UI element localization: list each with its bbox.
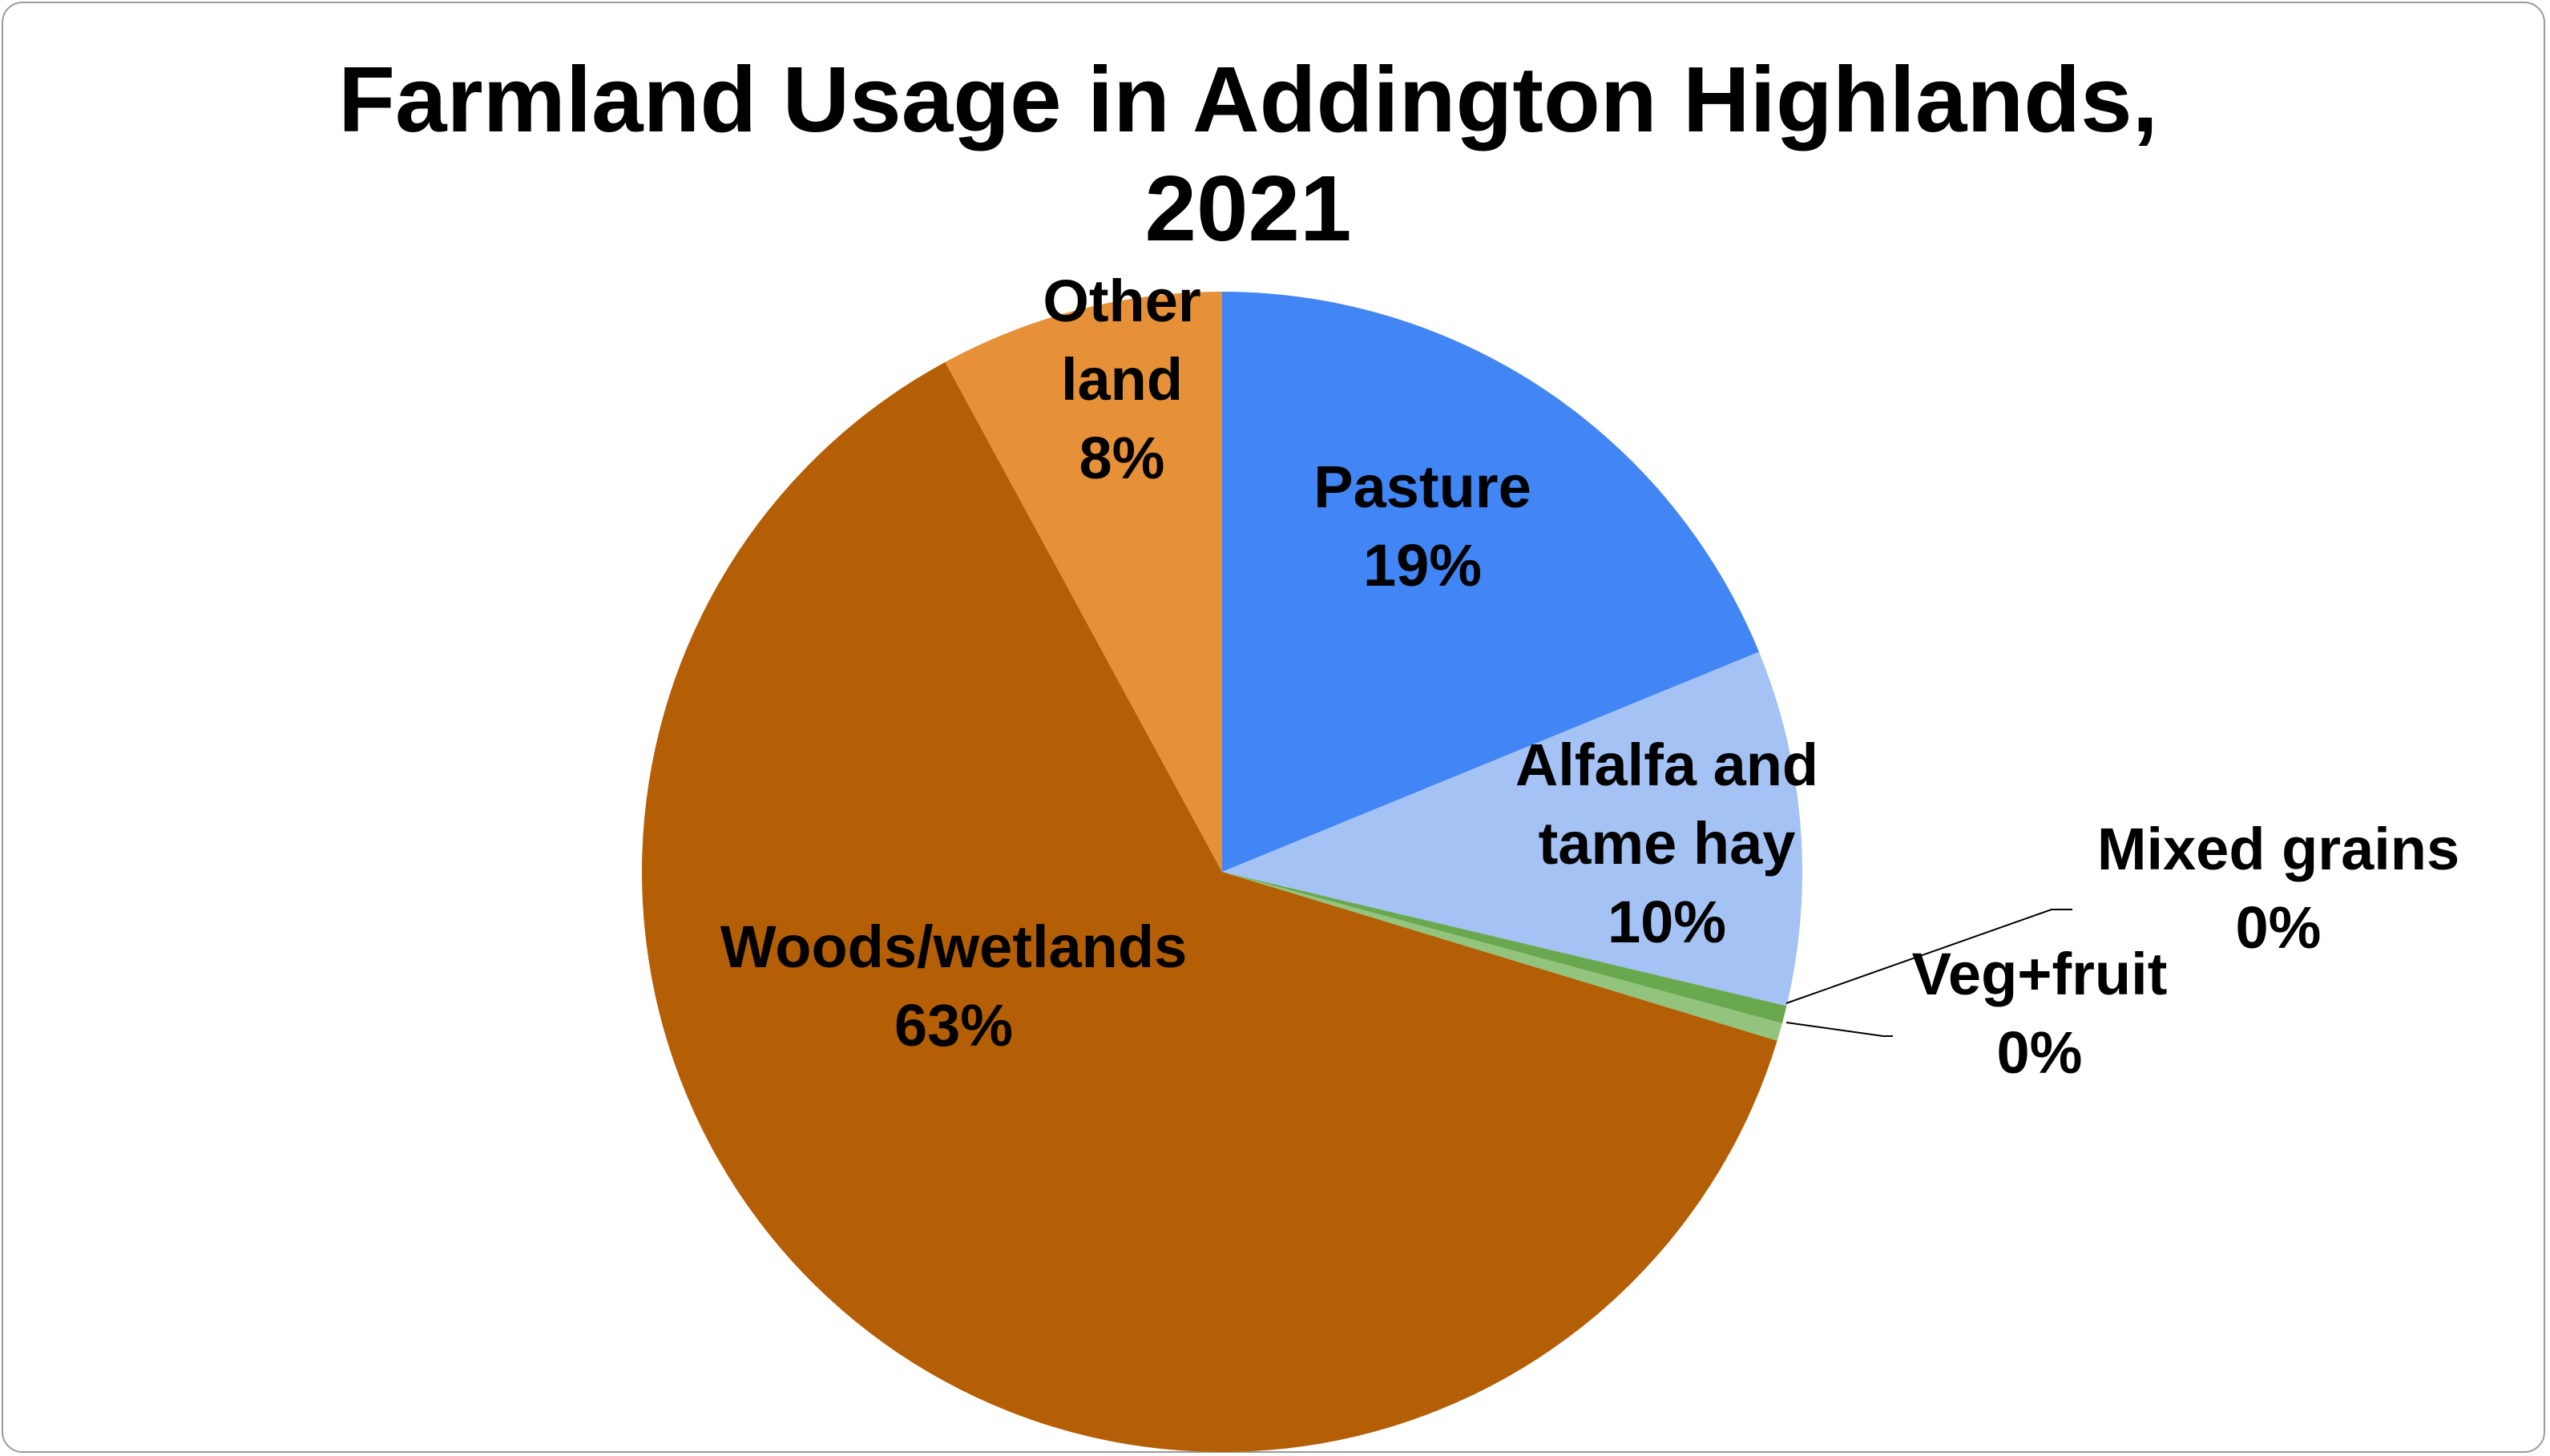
chart-title-line-1: Farmland Usage in Addington Highlands, [338,47,2158,151]
data-label-percent: 8% [1079,425,1165,491]
data-label-other-land: Other land 8% [1043,268,1200,491]
data-label-name: Woods/wetlands [720,914,1187,980]
leader-line-mixed-grains [1785,909,2072,1004]
data-label-name: Pasture [1313,454,1531,520]
pie-slice-mixed-grains [1222,872,1787,1024]
data-label-percent: 19% [1363,532,1482,599]
data-label-name: Mixed grains [2097,816,2459,882]
data-label-woods-wetlands: Woods/wetlands 63% [720,914,1187,1059]
data-label-alfalfa-and-tame-hay: Alfalfa and tame hay 10% [1515,732,1818,955]
data-label-name: Veg+fruit [1912,941,2168,1007]
data-label-name: land [1061,346,1183,413]
pie-slice-woods-wetlands [642,361,1777,1453]
data-label-name: Alfalfa and [1515,732,1818,798]
data-label-percent: 0% [1997,1019,2083,1086]
pie-slice-other-land [945,292,1222,872]
data-label-mixed-grains: Mixed grains 0% [2097,816,2459,961]
chart-title: Farmland Usage in Addington Highlands, 2… [0,45,2496,263]
leader-line-veg-fruit [1785,1022,1893,1037]
data-label-veg-fruit: Veg+fruit 0% [1912,941,2168,1086]
data-label-name: tame hay [1539,810,1796,877]
data-label-pasture: Pasture 19% [1313,454,1531,599]
pie-slice-pasture [1222,292,1759,872]
data-label-percent: 0% [2236,894,2322,961]
chart-title-line-2: 2021 [1144,156,1352,260]
data-label-percent: 63% [894,992,1013,1059]
pie-slice-veg-fruit [1222,872,1782,1041]
data-label-percent: 10% [1608,889,1726,955]
data-label-name: Other [1043,268,1200,334]
pie-slice-alfalfa-and-tame-hay [1222,651,1803,1006]
